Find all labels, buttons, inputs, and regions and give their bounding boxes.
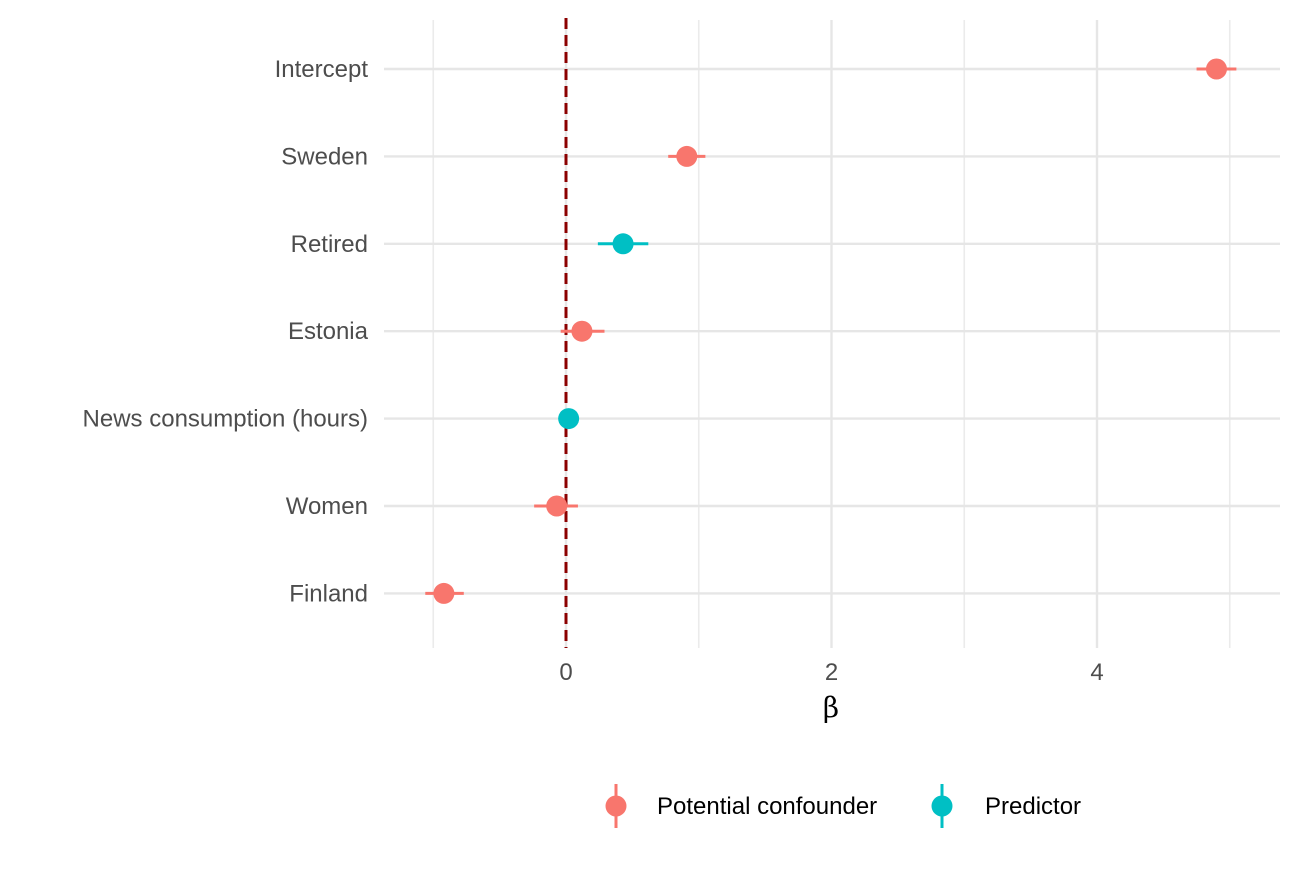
legend-key-dot (931, 795, 953, 817)
x-axis-title: β (823, 691, 839, 724)
x-tick-label: 2 (825, 659, 838, 686)
x-tick-label: 0 (559, 659, 572, 686)
legend: Potential confounder Predictor (605, 784, 1081, 828)
y-tick-label: Estonia (288, 318, 369, 345)
y-tick-label: Finland (289, 580, 368, 607)
y-tick-label: Women (286, 493, 368, 520)
y-tick-label: Sweden (281, 143, 368, 170)
legend-label: Potential confounder (657, 793, 877, 820)
data-point (612, 233, 634, 255)
y-tick-label: Retired (291, 231, 368, 258)
legend-key-dot (605, 795, 627, 817)
points-layer (425, 58, 1237, 604)
y-tick-label: Intercept (275, 56, 369, 83)
x-tick-label: 4 (1090, 659, 1103, 686)
data-point (676, 145, 698, 167)
data-point (558, 408, 580, 430)
data-point (571, 320, 593, 342)
grid-layer (384, 20, 1280, 648)
y-tick-labels: Intercept Sweden Retired Estonia News consum… (83, 56, 369, 607)
legend-label: Predictor (985, 793, 1081, 820)
data-point (433, 582, 455, 604)
x-tick-labels: 0 2 4 (559, 659, 1103, 686)
data-point (546, 495, 568, 517)
y-tick-label: News consumption (hours) (83, 406, 368, 433)
data-point (1205, 58, 1227, 80)
